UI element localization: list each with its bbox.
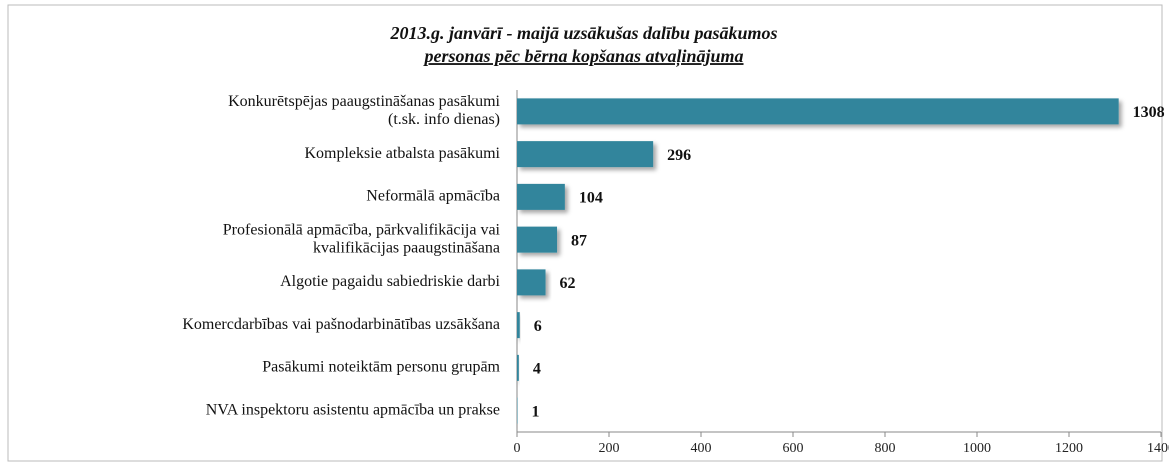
category-label: Kompleksie atbalsta pasākumi (304, 145, 500, 162)
bar (517, 184, 565, 210)
x-tick-label: 1400 (1147, 441, 1169, 456)
category-label: (t.sk. info dienas) (388, 111, 500, 128)
x-tick-label: 800 (875, 441, 896, 456)
value-label: 87 (571, 232, 587, 249)
category-label: Konkurētspējas paaugstināšanas pasākumi (228, 93, 500, 110)
bar (517, 269, 546, 295)
value-label: 1 (531, 403, 539, 420)
category-label: Pasākumi noteiktām personu grupām (262, 359, 500, 376)
value-label: 104 (579, 190, 603, 207)
category-label: kvalifikācijas paaugstināšana (313, 239, 500, 256)
x-tick-label: 1000 (963, 441, 991, 456)
value-label: 296 (667, 147, 691, 164)
bar (517, 312, 520, 338)
x-tick-label: 1200 (1055, 441, 1083, 456)
value-label: 4 (533, 361, 541, 378)
value-label: 62 (560, 275, 576, 292)
category-label: NVA inspektoru asistentu apmācība un pra… (206, 401, 500, 418)
chart-subtitle: personas pēc bērna kopšanas atvaļinājuma (422, 46, 743, 67)
category-label: Neformālā apmācība (366, 188, 500, 205)
bar (517, 98, 1119, 124)
category-label: Profesionālā apmācība, pārkvalifikācija … (223, 221, 501, 238)
value-label: 1308 (1133, 104, 1165, 121)
bar (517, 355, 519, 381)
value-label: 6 (534, 318, 542, 335)
bar (517, 141, 653, 167)
x-tick-label: 0 (514, 441, 521, 456)
bar (517, 227, 557, 253)
category-label: Komercdarbības vai pašnodarbinātības uzs… (182, 316, 500, 333)
chart-title: 2013.g. janvārī - maijā uzsākušas dalību… (389, 23, 777, 43)
x-tick-label: 400 (691, 441, 712, 456)
category-label: Algotie pagaidu sabiedriskie darbi (280, 273, 500, 290)
x-tick-label: 200 (599, 441, 620, 456)
x-tick-label: 600 (783, 441, 804, 456)
